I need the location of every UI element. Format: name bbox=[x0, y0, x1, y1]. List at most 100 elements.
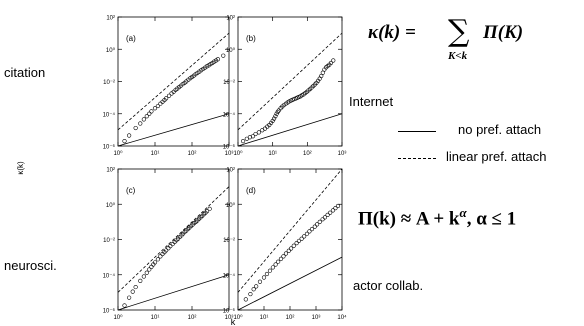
panel-a-point bbox=[164, 96, 169, 101]
panel-c-ytick-label: 10⁰ bbox=[106, 202, 116, 209]
panel-a-xtick-label: 10⁰ bbox=[113, 150, 123, 157]
panel-c-point bbox=[141, 274, 146, 279]
panel-b-dashed-line bbox=[237, 32, 343, 131]
panel-b-xtick-label: 10⁰ bbox=[233, 150, 243, 157]
panel-c-xtick-label: 10¹ bbox=[151, 315, 160, 321]
neuro-label: neurosci. bbox=[4, 258, 57, 273]
panel-d-point bbox=[243, 297, 248, 302]
panel-a-xtick-label: 10² bbox=[188, 151, 197, 157]
panel-d-point bbox=[328, 210, 333, 215]
panel-a-dashed-line bbox=[117, 32, 230, 131]
panel-a-point bbox=[147, 111, 152, 116]
x-axis-label: k bbox=[231, 317, 236, 326]
panel-c-point bbox=[164, 248, 169, 253]
panel-d-point bbox=[304, 231, 310, 236]
panel-d-point bbox=[330, 208, 336, 213]
panel-d-point bbox=[322, 215, 328, 220]
kappa-sum-symbol: ∑ bbox=[448, 14, 470, 49]
panel-a-point bbox=[133, 125, 138, 131]
panel-d-point bbox=[281, 254, 286, 259]
panel-c-dashed-line bbox=[117, 186, 230, 293]
panel-d-point bbox=[291, 243, 296, 248]
panel-c-xtick-label: 10² bbox=[188, 315, 197, 321]
panel-a-ytick-label: 10² bbox=[106, 16, 115, 22]
panel-d-point bbox=[278, 256, 284, 261]
panel-d-point bbox=[299, 236, 304, 241]
panel-b-point bbox=[253, 131, 258, 137]
panel-d-xtick-label: 10⁴ bbox=[337, 314, 347, 321]
panel-c-xtick-label: 10³ bbox=[225, 315, 234, 321]
actor-label: actor collab. bbox=[353, 278, 424, 293]
panel-c-point bbox=[152, 260, 158, 265]
panel-d-point bbox=[317, 219, 322, 224]
panel-c-point bbox=[122, 303, 127, 308]
panel-d-point bbox=[254, 284, 259, 289]
panel-d-point bbox=[267, 268, 273, 273]
panel-c-point bbox=[147, 267, 152, 272]
panel-c-ytick-label: 10² bbox=[106, 168, 115, 174]
panel-d-point bbox=[286, 248, 291, 253]
panel-d-point bbox=[302, 234, 307, 239]
panel-d-point bbox=[314, 222, 320, 227]
panel-a-xtick-label: 10³ bbox=[225, 151, 234, 157]
panel-c-point bbox=[133, 284, 138, 290]
panel-b-point bbox=[240, 139, 246, 144]
panel-a-point bbox=[221, 53, 226, 58]
panel-a-ytick-label: 10⁻⁶ bbox=[103, 144, 116, 151]
panel-a-xtick-label: 10¹ bbox=[151, 151, 160, 157]
panel-d-xtick-label: 10³ bbox=[312, 315, 321, 321]
panel-c-point bbox=[158, 254, 163, 259]
panel-d-ytick-label: 10⁻⁴ bbox=[223, 272, 236, 279]
panel-c-point bbox=[127, 295, 132, 300]
citation-label: citation bbox=[4, 65, 46, 80]
panel-b-point bbox=[256, 130, 261, 135]
panel-b-label: (b) bbox=[246, 34, 256, 43]
panel-d-point bbox=[283, 251, 289, 256]
panel-c-xtick-label: 10⁰ bbox=[113, 314, 123, 321]
panel-c-ytick-label: 10⁻⁶ bbox=[103, 308, 116, 315]
panel-d-solid-line bbox=[237, 256, 343, 311]
panel-d-point bbox=[307, 229, 312, 234]
panel-a-point bbox=[141, 117, 146, 122]
panel-d-ytick-label: 10⁻⁶ bbox=[223, 308, 236, 315]
panel-d-point bbox=[309, 226, 315, 232]
panel-a-point bbox=[144, 114, 149, 119]
panel-a-point bbox=[155, 103, 161, 109]
panel-d-ytick-label: 10² bbox=[226, 168, 235, 174]
panel-c-point bbox=[144, 270, 149, 275]
panel-b-ytick-label: 10⁰ bbox=[226, 47, 236, 54]
panel-a-ytick-label: 10⁻⁴ bbox=[103, 111, 116, 118]
panel-c-ytick-label: 10⁻⁴ bbox=[103, 272, 116, 279]
panel-d-point bbox=[264, 271, 270, 277]
panel-d-point bbox=[257, 279, 263, 284]
panel-a-point bbox=[152, 106, 158, 111]
panel-d-point bbox=[248, 291, 253, 297]
panel-c-point bbox=[207, 206, 212, 211]
panel-d-dashed-line bbox=[237, 168, 343, 293]
panel-d-point bbox=[261, 275, 267, 280]
pi-formula-cond: , α ≤ 1 bbox=[466, 208, 517, 230]
panel-a-point bbox=[122, 139, 127, 144]
panel-d-point bbox=[270, 265, 276, 270]
panel-d-point bbox=[273, 262, 278, 267]
panel-b-ytick-label: 10⁻⁶ bbox=[223, 144, 236, 151]
panel-b-point bbox=[319, 73, 324, 79]
pi-formula: Π(k) ≈ A + kα, α ≤ 1 bbox=[358, 205, 516, 230]
panel-b-point bbox=[250, 134, 256, 139]
panel-a-point bbox=[138, 121, 143, 126]
panel-b-point bbox=[328, 60, 334, 66]
panel-c-point bbox=[204, 209, 210, 214]
internet-label: Internet bbox=[349, 94, 394, 109]
kappa-lhs: κ(k) = bbox=[368, 22, 416, 43]
panel-a-point bbox=[127, 133, 132, 138]
panel-d-xtick-label: 10² bbox=[286, 315, 295, 321]
panel-c-point bbox=[130, 289, 135, 294]
panel-c-point bbox=[168, 244, 173, 249]
panel-d-ytick-label: 10⁻² bbox=[223, 238, 235, 244]
panel-b-xtick-label: 10¹ bbox=[268, 151, 277, 157]
panel-c-ytick-label: 10⁻² bbox=[103, 238, 115, 244]
legend-solid-label: no pref. attach bbox=[458, 122, 542, 137]
panel-d-point bbox=[296, 238, 302, 244]
panel-b-point bbox=[273, 114, 278, 119]
